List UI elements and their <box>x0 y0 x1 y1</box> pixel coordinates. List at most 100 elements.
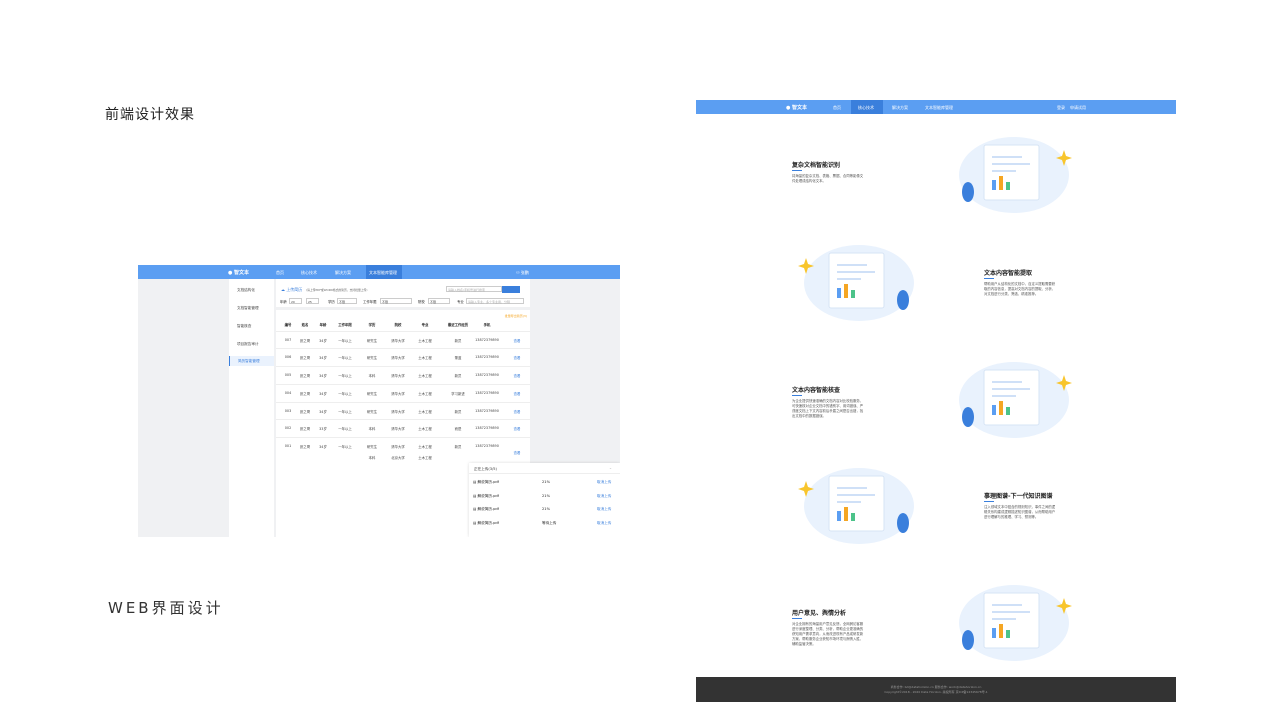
cancel-upload-link[interactable]: 取消上传 <box>597 520 612 525</box>
table-cell: 本科 <box>368 456 376 460</box>
table-cell: 13872379890 <box>475 391 499 395</box>
feature-description: 为企业提供快速准确的文档内容对比校验服务，可快速核对企业文档中的错别字、用词错误… <box>792 399 864 418</box>
table-cell: 研究生 <box>366 392 378 396</box>
table-cell: 001 <box>284 444 292 448</box>
feature-description: 注入领域文本中蕴含的规则知识，事件之间的逻辑关系构建成逻辑描述知识图谱，从而帮助… <box>984 505 1056 519</box>
table-cell: 新员 <box>454 374 462 378</box>
collapse-chevron-icon[interactable]: ⌄ <box>608 466 612 470</box>
table-cell: 004 <box>284 391 292 395</box>
upload-file-item: ▤ 解说简历.pdf <box>473 480 499 484</box>
feature-illustration <box>798 468 914 544</box>
site-brand-logo: ● 智文本 <box>786 105 807 111</box>
table-cell: 新员 <box>454 410 462 414</box>
nav-core-tech[interactable]: 核心技术 <box>301 270 317 275</box>
site-nav-solutions[interactable]: 解决方案 <box>892 105 908 110</box>
view-link[interactable]: 查看 <box>513 374 521 378</box>
sidebar-item-resume[interactable]: 简历智能管理 <box>229 356 274 366</box>
upload-resume-button[interactable]: ☁ 上传简历 <box>281 287 303 292</box>
cancel-upload-link[interactable]: 取消上传 <box>597 493 612 498</box>
search-input[interactable]: 请输入姓名/手机号进行搜索 <box>446 286 502 292</box>
feature-illustration <box>959 137 1072 213</box>
table-cell: 新员 <box>454 445 462 449</box>
footer-copyright: Copyright©2018 - 2020 Data Horizon. 版权所有… <box>884 690 988 694</box>
search-button[interactable] <box>502 286 520 293</box>
table-cell: 一年以上 <box>338 356 352 360</box>
user-menu[interactable]: ⚇ 张鹏 <box>516 270 529 275</box>
sidebar-item-check[interactable]: 智能核查 <box>237 324 252 328</box>
heading-web: WEB界面设计 <box>108 599 224 617</box>
table-cell: 新员 <box>454 339 462 343</box>
batch-export-link[interactable]: 批量导出简历(3) <box>504 314 527 318</box>
site-nav-home[interactable]: 首页 <box>833 105 841 110</box>
school-label: 院校 <box>418 300 425 304</box>
filter-bar: 年龄 <box>280 300 287 304</box>
column-header: 手机 <box>483 323 491 327</box>
nav-home[interactable]: 首页 <box>276 270 284 275</box>
years-select[interactable]: 不限 <box>380 298 412 304</box>
major-input[interactable]: 请输入专业，多个专业用、分隔 <box>466 298 524 304</box>
nav-library[interactable]: 文本智能库管理 <box>369 270 397 275</box>
feature-title: 文本内容智能提取 <box>984 270 1033 277</box>
table-cell: 土木工程 <box>418 456 432 460</box>
edu-select[interactable]: 不限 <box>337 298 357 304</box>
table-cell: 张之哥 <box>299 374 311 378</box>
table-cell: 34岁 <box>319 356 327 360</box>
table-cell: 张之哥 <box>299 339 311 343</box>
nav-solutions[interactable]: 解决方案 <box>335 270 351 275</box>
site-nav-core-tech[interactable]: 核心技术 <box>858 105 874 110</box>
table-cell: 清华大学 <box>391 374 405 378</box>
site-nav-library[interactable]: 文本智能库管理 <box>925 105 953 110</box>
view-link[interactable]: 查看 <box>513 410 521 414</box>
table-cell: 34岁 <box>319 392 327 396</box>
table-cell: 006 <box>284 355 292 359</box>
upload-file-item: ▤ 解说简历.pdf <box>473 507 499 511</box>
view-link[interactable]: 查看 <box>513 451 521 455</box>
table-cell: 研究生 <box>366 356 378 360</box>
table-cell: 33岁 <box>319 427 327 431</box>
age-from-select[interactable]: 20 <box>289 298 302 304</box>
table-cell: 张之哥 <box>299 410 311 414</box>
table-cell: 本科 <box>368 374 376 378</box>
upload-hint: (请上传PDF或WORD格式的简历，支持批量上传) <box>306 288 368 292</box>
feature-illustration <box>798 245 914 321</box>
upload-status: 等待上传 <box>542 520 557 525</box>
login-link[interactable]: 登录 <box>1057 105 1065 110</box>
column-header: 姓名 <box>301 323 309 327</box>
table-cell: 007 <box>284 338 292 342</box>
table-cell: 清华大学 <box>391 445 405 449</box>
sidebar-item-structuring[interactable]: 文档结构化 <box>237 288 255 292</box>
trial-link[interactable]: 申请试用 <box>1070 105 1086 110</box>
view-link[interactable]: 查看 <box>513 356 521 360</box>
view-link[interactable]: 查看 <box>513 392 521 396</box>
table-cell: 34岁 <box>319 445 327 449</box>
table-cell: 清华大学 <box>391 392 405 396</box>
table-cell: 清华大学 <box>391 356 405 360</box>
table-cell: 土木工程 <box>418 445 432 449</box>
table-cell: 土木工程 <box>418 392 432 396</box>
table-cell: 一年以上 <box>338 392 352 396</box>
table-cell: 一年以上 <box>338 374 352 378</box>
table-cell: 清华大学 <box>391 339 405 343</box>
cancel-upload-link[interactable]: 取消上传 <box>597 507 612 511</box>
feature-description: 将海量的复杂文档、表格、票据、合同等影像文件处理成结构化文本。 <box>792 174 864 183</box>
view-link[interactable]: 查看 <box>513 427 521 431</box>
table-cell: 张之哥 <box>299 356 311 360</box>
upload-file-item: ▤ 解说简历.pdf <box>473 520 499 525</box>
sidebar-item-doc-management[interactable]: 文档智能管理 <box>237 306 259 310</box>
table-cell: 34岁 <box>319 374 327 378</box>
view-link[interactable]: 查看 <box>513 339 521 343</box>
site-footer: 商务合作: bd@datahorizon.cn 服务合作: work@datah… <box>696 677 1176 702</box>
column-header: 专业 <box>421 323 429 327</box>
table-cell: 土木工程 <box>418 374 432 378</box>
upload-panel: 正在上传(3/5) ⌄ ▤ 解说简历.pdf 21% 取消上传 ▤ 解说简历.pd… <box>469 463 620 537</box>
table-cell: 13872379890 <box>475 426 499 430</box>
table-cell: 张之哥 <box>299 427 311 431</box>
school-select[interactable]: 不限 <box>428 298 450 304</box>
feature-description: 帮助用户从结构化的文档中，自定义提取需要获取的内容信息，提高对文档内容的提取、分… <box>984 282 1056 296</box>
cancel-upload-link[interactable]: 取消上传 <box>597 480 612 484</box>
feature-title: 复杂文档智能识别 <box>792 162 841 169</box>
table-cell: 北京大学 <box>391 456 405 460</box>
sidebar-item-audit[interactable]: 项目报告审计 <box>237 342 259 346</box>
table-cell: 005 <box>284 373 292 377</box>
age-to-select[interactable]: 25 <box>306 298 319 304</box>
